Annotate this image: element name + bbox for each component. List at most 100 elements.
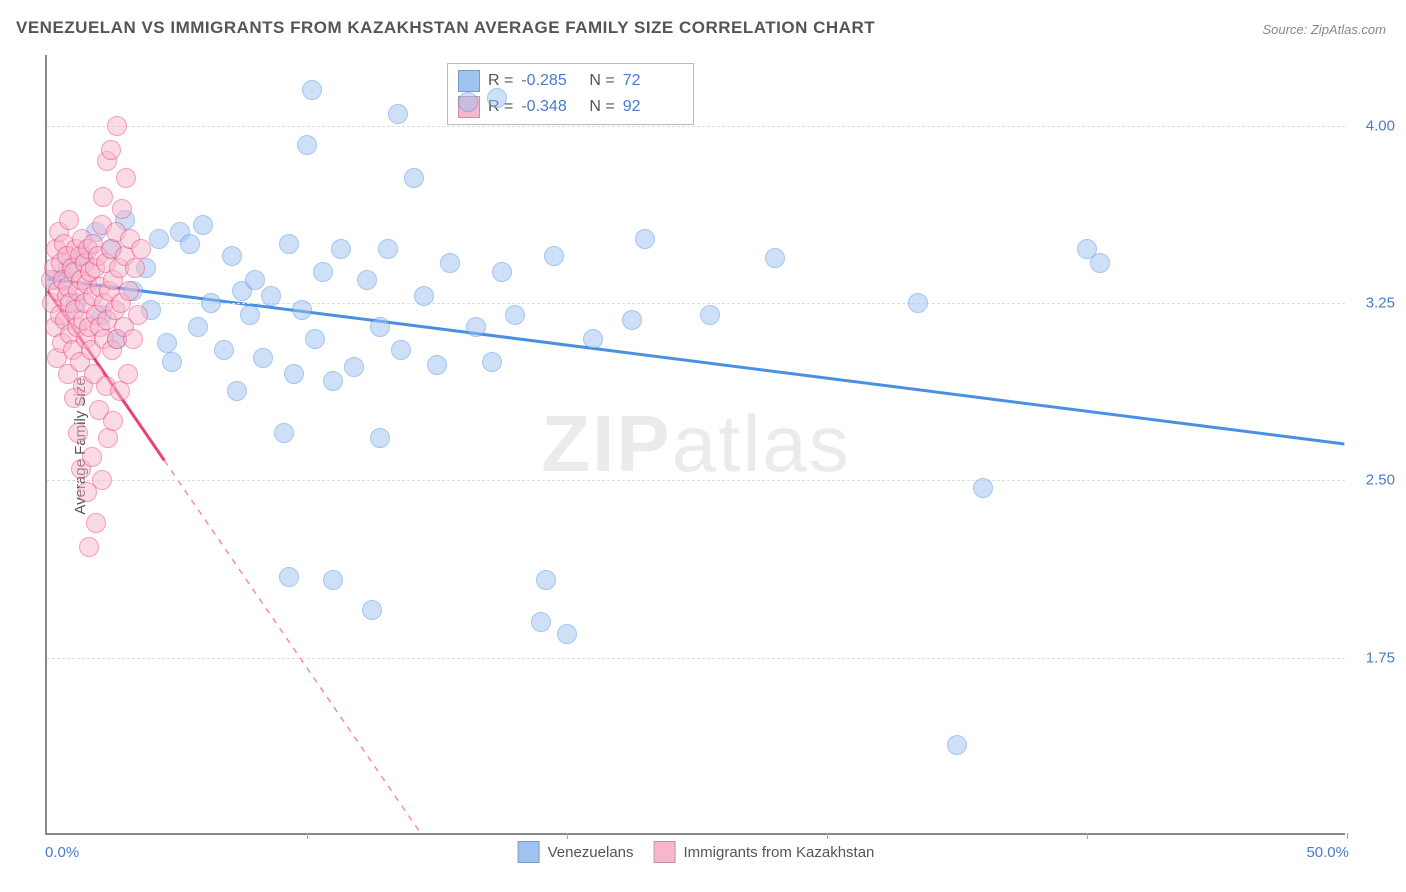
scatter-point bbox=[536, 570, 556, 590]
stats-legend-box: R = -0.285 N = 72 R = -0.348 N = 92 bbox=[447, 63, 694, 125]
scatter-point bbox=[378, 239, 398, 259]
scatter-point bbox=[201, 293, 221, 313]
source-value: ZipAtlas.com bbox=[1311, 22, 1386, 37]
scatter-point bbox=[193, 215, 213, 235]
scatter-point bbox=[79, 537, 99, 557]
scatter-point bbox=[131, 239, 151, 259]
legend-label-0: Venezuelans bbox=[548, 844, 634, 861]
scatter-point bbox=[261, 286, 281, 306]
source-attribution: Source: ZipAtlas.com bbox=[1262, 22, 1386, 37]
gridline-horizontal bbox=[47, 126, 1345, 127]
y-tick-label: 1.75 bbox=[1355, 649, 1395, 666]
source-label: Source: bbox=[1262, 22, 1310, 37]
scatter-point bbox=[59, 210, 79, 230]
legend-label-1: Immigrants from Kazakhstan bbox=[684, 844, 875, 861]
scatter-point bbox=[279, 234, 299, 254]
scatter-point bbox=[68, 423, 88, 443]
scatter-point bbox=[188, 317, 208, 337]
scatter-point bbox=[544, 246, 564, 266]
watermark-light: atlas bbox=[672, 399, 851, 488]
scatter-point bbox=[414, 286, 434, 306]
x-tick-mark bbox=[1347, 833, 1348, 839]
scatter-point bbox=[107, 116, 127, 136]
scatter-point bbox=[227, 381, 247, 401]
x-axis-min-label: 0.0% bbox=[45, 844, 79, 861]
scatter-point bbox=[119, 281, 139, 301]
scatter-point bbox=[125, 258, 145, 278]
scatter-point bbox=[635, 229, 655, 249]
scatter-point bbox=[466, 317, 486, 337]
scatter-point bbox=[305, 329, 325, 349]
trend-line-dashed bbox=[164, 461, 436, 833]
y-tick-label: 2.50 bbox=[1355, 472, 1395, 489]
scatter-point bbox=[505, 305, 525, 325]
scatter-point bbox=[344, 357, 364, 377]
stat-n-value-1: 92 bbox=[623, 98, 683, 116]
scatter-point bbox=[157, 333, 177, 353]
scatter-point bbox=[323, 371, 343, 391]
legend-swatch-0 bbox=[518, 841, 540, 863]
scatter-point bbox=[482, 352, 502, 372]
scatter-point bbox=[279, 567, 299, 587]
scatter-point bbox=[313, 262, 333, 282]
scatter-point bbox=[302, 80, 322, 100]
scatter-point bbox=[162, 352, 182, 372]
stat-r-value-0: -0.285 bbox=[521, 72, 581, 90]
scatter-point bbox=[180, 234, 200, 254]
x-tick-mark bbox=[1087, 833, 1088, 839]
scatter-point bbox=[118, 364, 138, 384]
gridline-horizontal bbox=[47, 658, 1345, 659]
scatter-point bbox=[1090, 253, 1110, 273]
scatter-point bbox=[323, 570, 343, 590]
scatter-point bbox=[973, 478, 993, 498]
gridline-horizontal bbox=[47, 480, 1345, 481]
y-tick-label: 3.25 bbox=[1355, 295, 1395, 312]
scatter-point bbox=[362, 600, 382, 620]
scatter-point bbox=[245, 270, 265, 290]
scatter-point bbox=[284, 364, 304, 384]
scatter-point bbox=[116, 168, 136, 188]
scatter-point bbox=[331, 239, 351, 259]
scatter-point bbox=[292, 300, 312, 320]
legend-item-1: Immigrants from Kazakhstan bbox=[654, 841, 875, 863]
scatter-point bbox=[404, 168, 424, 188]
legend-item-0: Venezuelans bbox=[518, 841, 634, 863]
scatter-point bbox=[557, 624, 577, 644]
scatter-point bbox=[222, 246, 242, 266]
scatter-point bbox=[240, 305, 260, 325]
scatter-point bbox=[123, 329, 143, 349]
scatter-point bbox=[458, 92, 478, 112]
scatter-point bbox=[531, 612, 551, 632]
gridline-horizontal bbox=[47, 303, 1345, 304]
scatter-point bbox=[388, 104, 408, 124]
scatter-point bbox=[370, 428, 390, 448]
scatter-point bbox=[622, 310, 642, 330]
scatter-point bbox=[112, 199, 132, 219]
scatter-point bbox=[370, 317, 390, 337]
scatter-point bbox=[86, 513, 106, 533]
watermark: ZIPatlas bbox=[541, 398, 850, 490]
scatter-point bbox=[103, 411, 123, 431]
stat-r-label-0: R = bbox=[488, 72, 513, 90]
scatter-point bbox=[427, 355, 447, 375]
trend-lines-svg bbox=[47, 55, 1345, 833]
scatter-point bbox=[214, 340, 234, 360]
x-axis-max-label: 50.0% bbox=[1306, 844, 1349, 861]
scatter-point bbox=[391, 340, 411, 360]
scatter-point bbox=[947, 735, 967, 755]
stat-n-label-1: N = bbox=[589, 98, 614, 116]
swatch-series-0 bbox=[458, 70, 480, 92]
watermark-bold: ZIP bbox=[541, 399, 671, 488]
scatter-point bbox=[93, 187, 113, 207]
scatter-point bbox=[149, 229, 169, 249]
scatter-point bbox=[492, 262, 512, 282]
scatter-point bbox=[357, 270, 377, 290]
scatter-point bbox=[700, 305, 720, 325]
scatter-point bbox=[82, 447, 102, 467]
x-tick-mark bbox=[827, 833, 828, 839]
scatter-point bbox=[440, 253, 460, 273]
scatter-point bbox=[583, 329, 603, 349]
y-tick-label: 4.00 bbox=[1355, 117, 1395, 134]
scatter-point bbox=[128, 305, 148, 325]
scatter-point bbox=[274, 423, 294, 443]
